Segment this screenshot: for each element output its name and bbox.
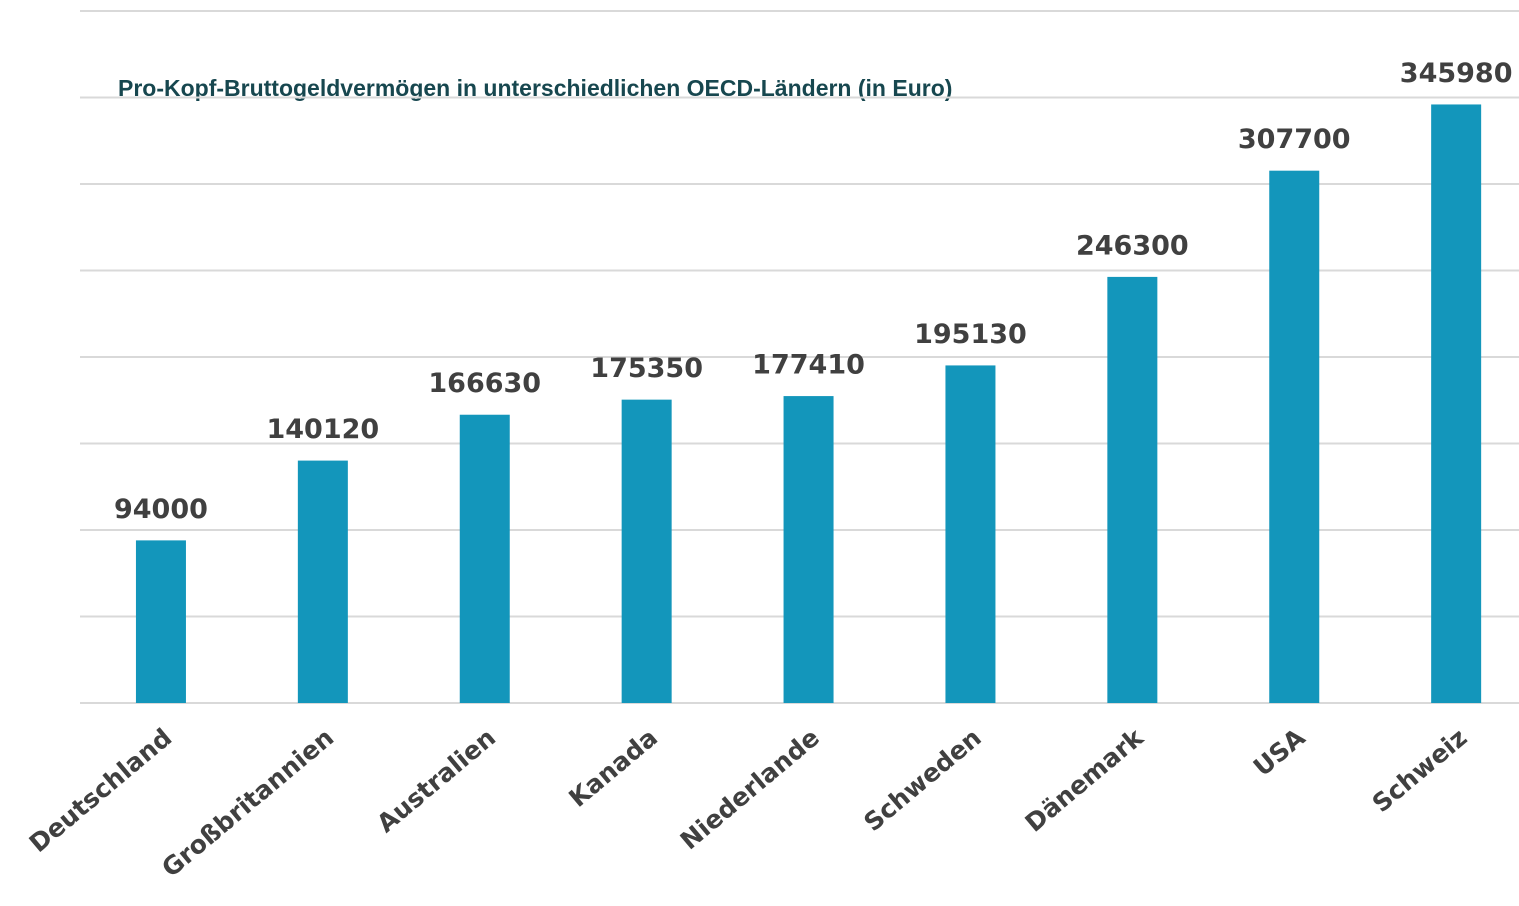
x-tick-label: Dänemark (1020, 722, 1150, 838)
x-tick-label: Großbritannien (156, 723, 339, 883)
x-tick-label: Australien (371, 723, 501, 838)
bar (1107, 276, 1158, 703)
bar (135, 540, 186, 703)
value-label: 177410 (752, 350, 865, 381)
value-label: 140120 (266, 414, 379, 445)
x-tick-label: Schweiz (1367, 723, 1473, 818)
value-label: 345980 (1400, 58, 1513, 89)
bar (621, 399, 672, 703)
bar (783, 396, 834, 703)
x-tick-label: Niederlande (675, 723, 825, 856)
value-label: 175350 (590, 353, 703, 384)
bar (945, 365, 996, 703)
bar (1431, 104, 1482, 704)
x-tick-label: USA (1248, 722, 1311, 782)
bar (459, 414, 510, 703)
x-tick-label: Schweden (858, 723, 986, 837)
value-label: 195130 (914, 319, 1027, 350)
x-tick-label: Kanada (563, 723, 663, 813)
x-tick-label: Deutschland (24, 723, 178, 858)
value-label: 246300 (1076, 230, 1189, 261)
bar (1269, 170, 1320, 703)
value-label: 94000 (114, 494, 208, 525)
value-label: 166630 (428, 368, 541, 399)
value-label: 307700 (1238, 124, 1351, 155)
bar (297, 460, 348, 703)
